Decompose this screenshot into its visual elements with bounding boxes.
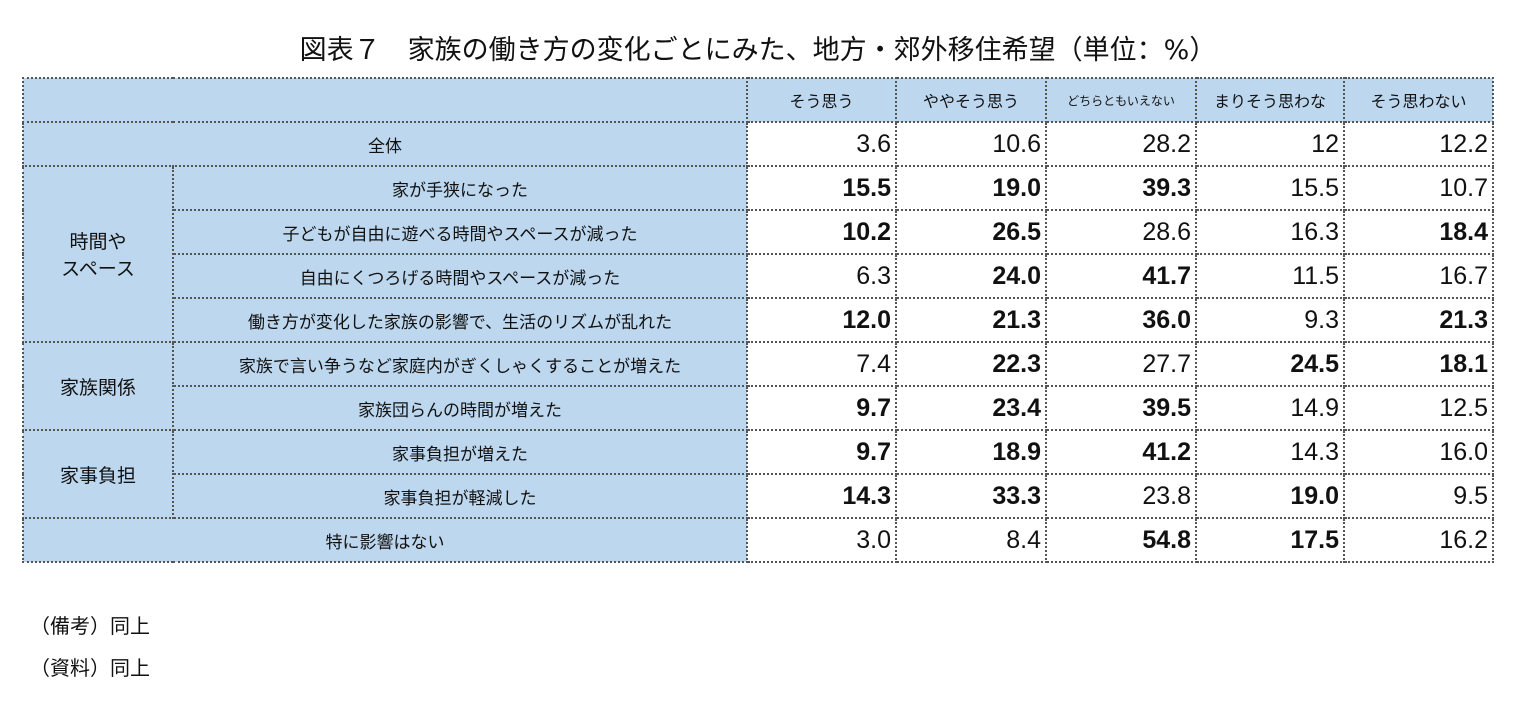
value-cell: 21.3 <box>1343 297 1494 343</box>
table-row: 働き方が変化した家族の影響で、生活のリズムが乱れた 12.0 21.3 36.0 9.3… <box>23 297 1494 343</box>
value-cell: 16.7 <box>1343 253 1494 299</box>
table-row: 家事負担が軽減した 14.3 33.3 23.8 19.0 9.5 <box>23 473 1494 519</box>
value-cell: 15.5 <box>746 165 897 211</box>
value-cell: 27.7 <box>1045 341 1197 387</box>
table-row: 子どもが自由に遊べる時間やスペースが減った 10.2 26.5 28.6 16.3 18.… <box>23 209 1494 255</box>
value-cell: 16.2 <box>1343 517 1494 563</box>
value-cell: 9.7 <box>746 385 897 431</box>
row-label: 家族団らんの時間が増えた <box>172 385 748 431</box>
value-cell: 12 <box>1195 121 1345 167</box>
row-label: 家事負担が軽減した <box>172 473 748 519</box>
value-cell: 16.0 <box>1343 429 1494 475</box>
column-header: ややそう思う <box>895 77 1047 123</box>
note-remarks: （備考）同上 <box>30 614 150 638</box>
row-label: 全体 <box>22 121 748 167</box>
column-header: どちらともいえない <box>1045 77 1197 123</box>
column-header: そう思わない <box>1343 77 1494 123</box>
value-cell: 10.2 <box>746 209 897 255</box>
value-cell: 39.5 <box>1045 385 1197 431</box>
header-row: そう思う ややそう思う どちらともいえない まりそう思わな そう思わない <box>22 77 1494 123</box>
value-cell: 23.4 <box>895 385 1047 431</box>
value-cell: 3.6 <box>746 121 897 167</box>
value-cell: 24.0 <box>895 253 1047 299</box>
note-source: （資料）同上 <box>30 656 150 680</box>
value-cell: 41.2 <box>1045 429 1197 475</box>
row-label: 働き方が変化した家族の影響で、生活のリズムが乱れた <box>172 297 748 343</box>
value-cell: 17.5 <box>1195 517 1345 563</box>
value-cell: 39.3 <box>1045 165 1197 211</box>
row-label: 家が手狭になった <box>172 165 748 211</box>
row-label: 家事負担が増えた <box>172 429 748 475</box>
value-cell: 3.0 <box>746 517 897 563</box>
value-cell: 7.4 <box>746 341 897 387</box>
value-cell: 21.3 <box>895 297 1047 343</box>
value-cell: 14.9 <box>1195 385 1345 431</box>
value-cell: 10.6 <box>895 121 1047 167</box>
value-cell: 28.2 <box>1045 121 1197 167</box>
table-row: 家族団らんの時間が増えた 9.7 23.4 39.5 14.9 12.5 <box>23 385 1494 431</box>
value-cell: 12.0 <box>746 297 897 343</box>
value-cell: 24.5 <box>1195 341 1345 387</box>
table-row: 全体 3.6 10.6 28.2 12 12.2 <box>22 121 1494 167</box>
value-cell: 8.4 <box>895 517 1047 563</box>
group-label: 家事負担 <box>22 429 174 519</box>
value-cell: 19.0 <box>1195 473 1345 519</box>
value-cell: 23.8 <box>1045 473 1197 519</box>
table-row: 家族関係 家族で言い争うなど家庭内がぎくしゃくすることが増えた 7.4 22.3 27.… <box>22 341 1494 431</box>
header-blank <box>22 77 748 123</box>
table-row: 自由にくつろげる時間やスペースが減った 6.3 24.0 41.7 11.5 16.7 <box>23 253 1494 299</box>
row-label: 子どもが自由に遊べる時間やスペースが減った <box>172 209 748 255</box>
value-cell: 9.7 <box>746 429 897 475</box>
value-cell: 6.3 <box>746 253 897 299</box>
value-cell: 11.5 <box>1195 253 1345 299</box>
value-cell: 28.6 <box>1045 209 1197 255</box>
table-row: 特に影響はない 3.0 8.4 54.8 17.5 16.2 <box>22 517 1494 563</box>
column-header: そう思う <box>746 77 897 123</box>
value-cell: 16.3 <box>1195 209 1345 255</box>
value-cell: 15.5 <box>1195 165 1345 211</box>
value-cell: 33.3 <box>895 473 1047 519</box>
value-cell: 36.0 <box>1045 297 1197 343</box>
value-cell: 18.4 <box>1343 209 1494 255</box>
value-cell: 18.1 <box>1343 341 1494 387</box>
value-cell: 12.2 <box>1343 121 1494 167</box>
column-header: まりそう思わな <box>1195 77 1345 123</box>
row-label: 家族で言い争うなど家庭内がぎくしゃくすることが増えた <box>172 341 748 387</box>
value-cell: 22.3 <box>895 341 1047 387</box>
value-cell: 19.0 <box>895 165 1047 211</box>
value-cell: 10.7 <box>1343 165 1494 211</box>
value-cell: 14.3 <box>746 473 897 519</box>
row-label: 特に影響はない <box>22 517 748 563</box>
value-cell: 9.5 <box>1343 473 1494 519</box>
row-label: 自由にくつろげる時間やスペースが減った <box>172 253 748 299</box>
group-label: 家族関係 <box>22 341 174 431</box>
value-cell: 14.3 <box>1195 429 1345 475</box>
value-cell: 9.3 <box>1195 297 1345 343</box>
page-title: 図表７ 家族の働き方の変化ごとにみた、地方・郊外移住希望（単位：%） <box>299 35 1217 66</box>
table-row: 家事負担 家事負担が増えた 9.7 18.9 41.2 14.3 16.0 <box>22 429 1494 519</box>
data-table: そう思う ややそう思う どちらともいえない まりそう思わな そう思わない 全体 3.6 10.… <box>22 77 1494 563</box>
value-cell: 18.9 <box>895 429 1047 475</box>
value-cell: 12.5 <box>1343 385 1494 431</box>
value-cell: 41.7 <box>1045 253 1197 299</box>
group-label: 時間や スペース <box>22 165 174 343</box>
value-cell: 54.8 <box>1045 517 1197 563</box>
value-cell: 26.5 <box>895 209 1047 255</box>
table-row: 時間や スペース 家が手狭になった 15.5 19.0 39.3 15.5 10.7 <box>22 165 1494 343</box>
